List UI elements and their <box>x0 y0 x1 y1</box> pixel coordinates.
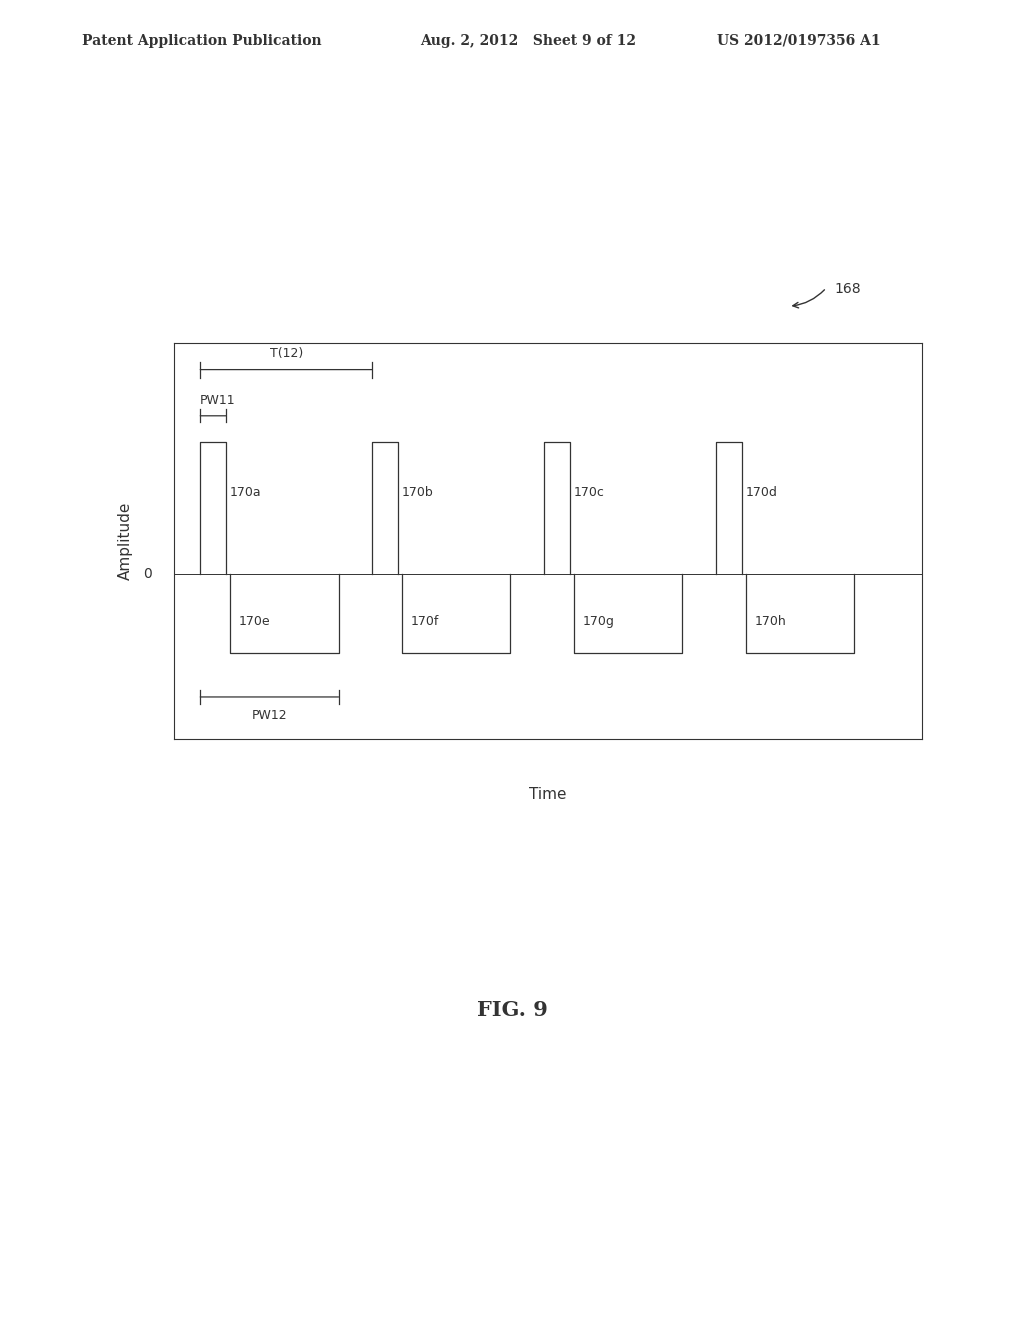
Text: 170h: 170h <box>755 615 786 628</box>
Text: Patent Application Publication: Patent Application Publication <box>82 34 322 48</box>
Text: 170c: 170c <box>574 486 605 499</box>
Text: Time: Time <box>529 787 566 801</box>
Text: 168: 168 <box>835 282 861 296</box>
Text: 170g: 170g <box>583 615 614 628</box>
Text: PW12: PW12 <box>252 709 287 722</box>
Text: 170d: 170d <box>745 486 778 499</box>
Text: Amplitude: Amplitude <box>118 502 133 581</box>
Text: FIG. 9: FIG. 9 <box>476 999 548 1020</box>
Text: 170a: 170a <box>230 486 262 499</box>
Text: 170e: 170e <box>240 615 270 628</box>
Text: 170f: 170f <box>411 615 439 628</box>
Text: 0: 0 <box>143 568 152 581</box>
Text: US 2012/0197356 A1: US 2012/0197356 A1 <box>717 34 881 48</box>
Text: Aug. 2, 2012   Sheet 9 of 12: Aug. 2, 2012 Sheet 9 of 12 <box>420 34 636 48</box>
Text: 170b: 170b <box>402 486 434 499</box>
Text: T(12): T(12) <box>269 347 303 360</box>
Text: PW11: PW11 <box>201 395 236 407</box>
